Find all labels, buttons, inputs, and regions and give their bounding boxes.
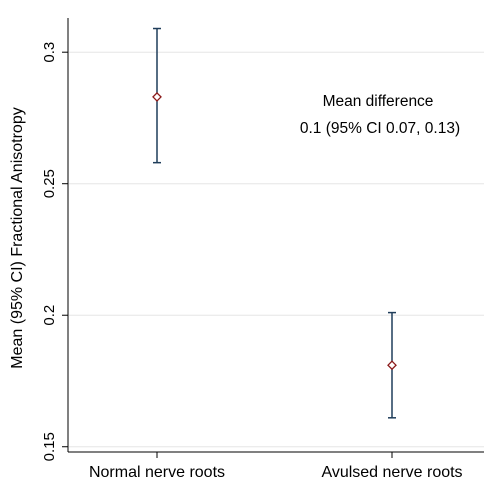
x-category-label: Normal nerve roots [89,464,225,481]
y-tick-label: 0.25 [41,169,58,198]
x-category-label: Avulsed nerve roots [321,464,462,481]
axes [67,18,484,453]
y-ticks: 0.15 0.2 0.25 0.3 [41,42,68,461]
mean-marker [152,91,162,102]
y-tick-label: 0.15 [41,432,58,461]
annotation-line-1: Mean difference [323,93,434,110]
data-point-group [387,311,397,419]
y-tick-label: 0.2 [41,305,58,326]
data-series [152,27,397,419]
annotation-line-2: 0.1 (95% CI 0.07, 0.13) [300,120,460,137]
gridlines [69,51,484,448]
data-point-group [152,27,162,164]
y-axis-title: Mean (95% CI) Fractional Anisotropy [9,107,26,368]
mean-marker [387,360,397,371]
y-tick-label: 0.3 [41,42,58,63]
x-categories: Normal nerve roots Avulsed nerve roots [89,452,463,481]
